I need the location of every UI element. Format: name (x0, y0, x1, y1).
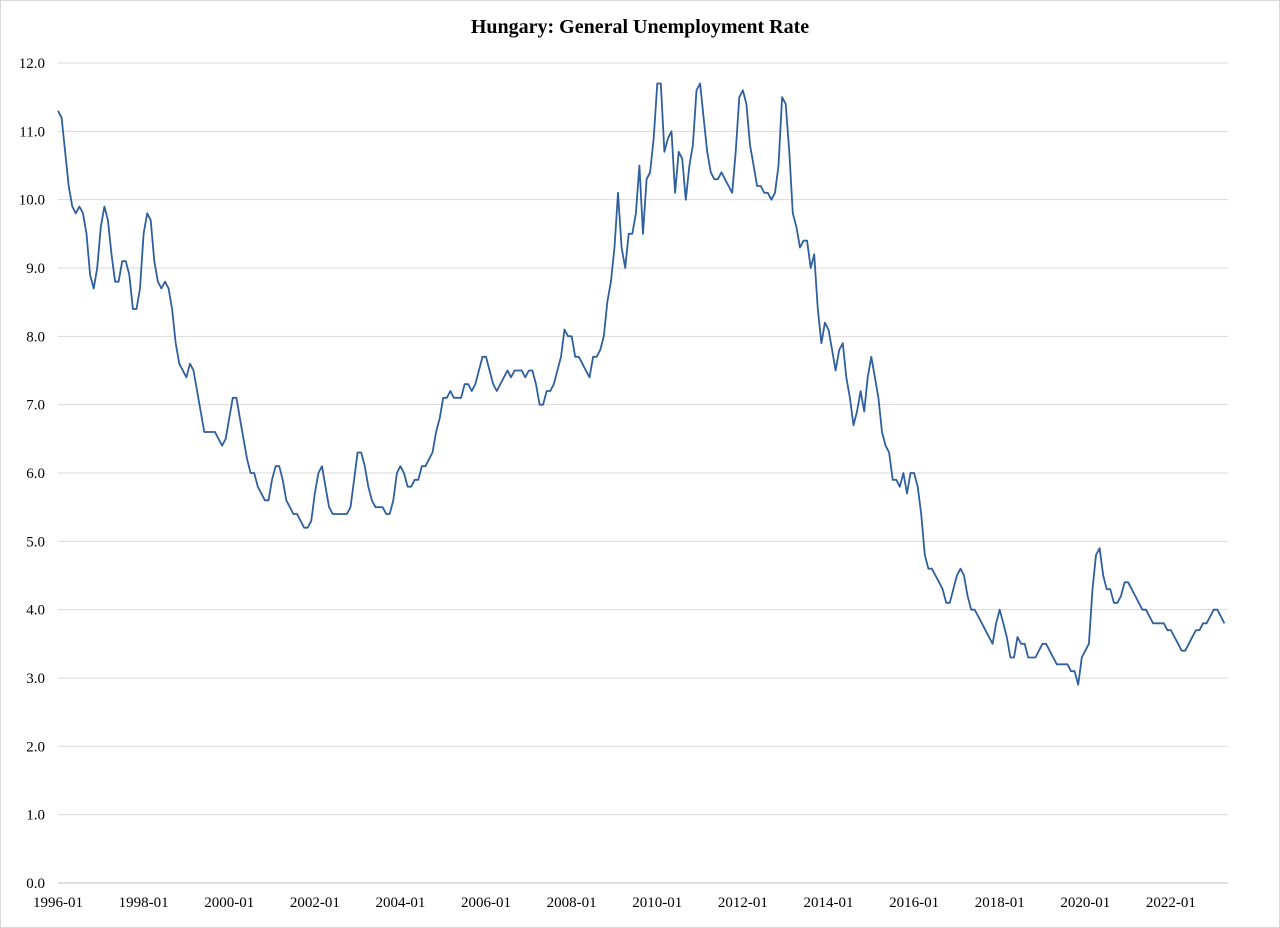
y-tick-label: 8.0 (26, 329, 45, 345)
y-tick-label: 1.0 (26, 808, 45, 824)
x-tick-label: 2022-01 (1146, 895, 1196, 911)
x-tick-label: 2012-01 (718, 895, 768, 911)
x-tick-label: 2000-01 (204, 895, 254, 911)
x-tick-label: 2008-01 (547, 895, 597, 911)
x-tick-label: 2014-01 (803, 895, 853, 911)
y-tick-label: 4.0 (26, 603, 45, 619)
x-tick-label: 2002-01 (290, 895, 340, 911)
y-tick-label: 7.0 (26, 398, 45, 414)
x-tick-label: 2004-01 (375, 895, 425, 911)
y-tick-label: 0.0 (26, 876, 45, 892)
x-tick-label: 1998-01 (119, 895, 169, 911)
chart-title: Hungary: General Unemployment Rate (470, 16, 810, 38)
y-tick-label: 9.0 (26, 261, 45, 277)
y-tick-label: 11.0 (19, 124, 45, 140)
x-tick-label: 2018-01 (975, 895, 1025, 911)
x-tick-label: 2020-01 (1060, 895, 1110, 911)
x-tick-label: 2006-01 (461, 895, 511, 911)
x-tick-label: 1996-01 (33, 895, 83, 911)
y-tick-label: 12.0 (19, 56, 45, 72)
y-tick-label: 3.0 (26, 671, 45, 687)
y-tick-label: 6.0 (26, 466, 45, 482)
y-tick-label: 5.0 (26, 534, 45, 550)
x-tick-label: 2016-01 (889, 895, 939, 911)
x-tick-label: 2010-01 (632, 895, 682, 911)
y-tick-label: 10.0 (19, 193, 45, 209)
unemployment-rate-line (57, 82, 1226, 686)
y-tick-label: 2.0 (26, 739, 45, 755)
